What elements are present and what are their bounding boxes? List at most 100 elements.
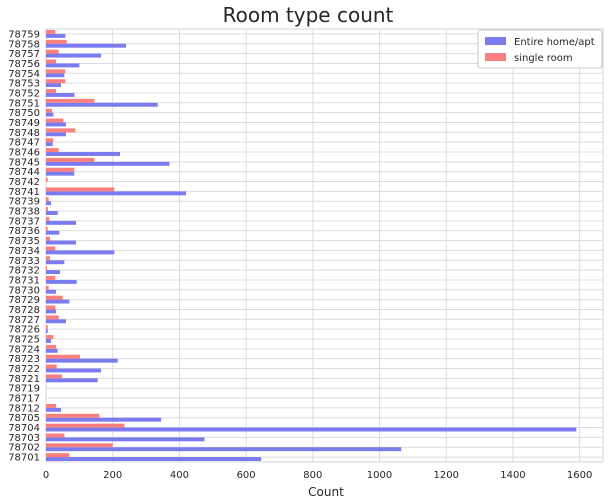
bar-entire-home-78741 bbox=[46, 191, 187, 196]
y-tick-label: 78746 bbox=[8, 148, 40, 159]
y-tick-label: 78732 bbox=[8, 266, 40, 277]
bar-single-room-78748 bbox=[46, 128, 76, 133]
bar-single-room-78702 bbox=[46, 443, 113, 448]
y-tick-label: 78736 bbox=[8, 226, 40, 237]
bar-entire-home-78731 bbox=[46, 279, 77, 284]
bar-single-room-78752 bbox=[46, 89, 57, 93]
y-tick-label: 78742 bbox=[8, 177, 40, 188]
bar-single-room-78729 bbox=[46, 295, 63, 300]
bar-entire-home-78732 bbox=[46, 270, 61, 275]
bar-entire-home-78744 bbox=[46, 171, 75, 176]
bar-entire-home-78728 bbox=[46, 309, 57, 314]
x-tick-label: 800 bbox=[303, 470, 322, 481]
bar-single-room-78747 bbox=[46, 138, 54, 143]
y-tick-label: 78722 bbox=[8, 364, 40, 375]
x-tick-label: 1600 bbox=[567, 470, 592, 481]
bar-entire-home-78702 bbox=[46, 447, 402, 452]
bar-entire-home-78722 bbox=[46, 368, 102, 373]
bar-entire-home-78754 bbox=[46, 73, 65, 78]
bar-single-room-78733 bbox=[46, 256, 51, 261]
bar-entire-home-78721 bbox=[46, 378, 98, 383]
bar-single-room-78727 bbox=[46, 315, 59, 320]
bars bbox=[46, 29, 577, 462]
bar-single-room-78759 bbox=[46, 29, 56, 34]
bar-single-room-78704 bbox=[46, 423, 125, 428]
bar-single-room-78749 bbox=[46, 118, 64, 123]
y-tick-label: 78701 bbox=[8, 453, 40, 464]
bar-entire-home-78745 bbox=[46, 161, 170, 166]
bar-single-room-78703 bbox=[46, 433, 65, 438]
bar-entire-home-78729 bbox=[46, 299, 70, 304]
y-tick-label: 78726 bbox=[8, 325, 40, 336]
y-tick-label: 78741 bbox=[8, 187, 40, 198]
bar-single-room-78701 bbox=[46, 453, 70, 458]
y-tick-label: 78719 bbox=[8, 384, 40, 395]
y-tick-label: 78717 bbox=[8, 394, 40, 405]
y-tick-label: 78724 bbox=[8, 344, 40, 355]
bar-single-room-78753 bbox=[46, 79, 66, 84]
bar-entire-home-78703 bbox=[46, 437, 205, 442]
y-tick-label: 78702 bbox=[8, 443, 40, 454]
bar-entire-home-78734 bbox=[46, 250, 115, 255]
bar-single-room-78722 bbox=[46, 364, 57, 369]
bar-entire-home-78725 bbox=[46, 338, 52, 343]
bar-single-room-78738 bbox=[46, 207, 49, 212]
bar-single-room-78734 bbox=[46, 246, 56, 251]
bar-entire-home-78750 bbox=[46, 112, 54, 117]
bar-entire-home-78723 bbox=[46, 358, 118, 363]
bar-single-room-78742 bbox=[46, 177, 48, 182]
x-tick-label: 200 bbox=[103, 470, 122, 481]
y-tick-label: 78728 bbox=[8, 305, 40, 316]
bar-entire-home-78727 bbox=[46, 319, 67, 324]
y-tick-label: 78712 bbox=[8, 403, 40, 414]
bar-entire-home-78717 bbox=[46, 407, 62, 412]
bar-single-room-78746 bbox=[46, 148, 59, 153]
bar-entire-home-78737 bbox=[46, 220, 77, 225]
y-tick-labels: 7870178702787037870478705787127871778719… bbox=[8, 29, 40, 463]
y-tick-label: 78748 bbox=[8, 128, 40, 139]
bar-single-room-78730 bbox=[46, 285, 49, 290]
y-tick-label: 78737 bbox=[8, 216, 40, 227]
bar-single-room-78724 bbox=[46, 344, 57, 349]
y-tick-label: 78723 bbox=[8, 354, 40, 365]
bar-entire-home-78752 bbox=[46, 92, 75, 97]
y-tick-label: 78734 bbox=[8, 246, 40, 257]
x-tick-label: 600 bbox=[237, 470, 256, 481]
bar-entire-home-78753 bbox=[46, 83, 62, 88]
y-tick-label: 78703 bbox=[8, 433, 40, 444]
bar-entire-home-78726 bbox=[46, 329, 48, 334]
bar-entire-home-78724 bbox=[46, 348, 58, 353]
bar-single-room-78726 bbox=[46, 325, 48, 330]
y-tick-label: 78738 bbox=[8, 207, 40, 218]
x-tick-labels: 0 200 400 600 800 1000 1200 1400 1600 bbox=[43, 470, 593, 481]
y-tick-label: 78705 bbox=[8, 413, 40, 424]
plot-frame bbox=[45, 28, 604, 463]
y-tick-label: 78752 bbox=[8, 88, 40, 99]
bar-single-room-78705 bbox=[46, 413, 100, 418]
bar-entire-home-78759 bbox=[46, 33, 66, 38]
bar-single-room-78728 bbox=[46, 305, 56, 310]
y-tick-label: 78759 bbox=[8, 29, 40, 40]
y-tick-label: 78751 bbox=[8, 98, 40, 109]
bar-single-room-78739 bbox=[46, 197, 49, 202]
legend: Entire home/apt single room bbox=[477, 29, 603, 69]
y-tick-label: 78730 bbox=[8, 285, 40, 296]
bar-single-room-78721 bbox=[46, 374, 63, 379]
bar-single-room-78751 bbox=[46, 98, 95, 103]
bar-entire-home-78747 bbox=[46, 142, 53, 147]
y-tick-label: 78733 bbox=[8, 256, 40, 267]
bar-entire-home-78756 bbox=[46, 63, 80, 68]
bar-entire-home-78701 bbox=[46, 457, 262, 462]
bar-single-room-78732 bbox=[46, 266, 48, 271]
bar-single-room-78758 bbox=[46, 39, 67, 44]
y-tick-label: 78727 bbox=[8, 315, 40, 326]
bar-entire-home-78751 bbox=[46, 102, 158, 107]
legend-swatch-entire-home bbox=[485, 37, 506, 45]
y-tick-label: 78744 bbox=[8, 167, 40, 178]
bar-entire-home-78705 bbox=[46, 417, 162, 422]
bar-entire-home-78733 bbox=[46, 260, 65, 265]
legend-label-entire-home: Entire home/apt bbox=[514, 37, 595, 48]
bar-single-room-78723 bbox=[46, 354, 81, 359]
x-tick-label: 1400 bbox=[500, 470, 525, 481]
